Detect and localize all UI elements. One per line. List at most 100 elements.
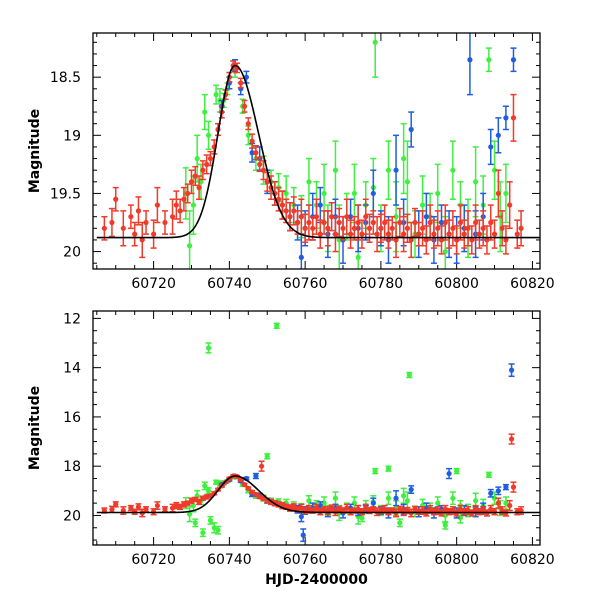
data-point	[264, 171, 271, 192]
data-point	[127, 204, 134, 230]
data-point	[264, 453, 271, 460]
data-point	[258, 460, 265, 472]
data-point	[487, 204, 494, 241]
data-marker	[329, 505, 335, 511]
data-marker	[249, 150, 255, 156]
data-point	[184, 183, 191, 204]
x-tick-label: 60760	[283, 552, 328, 568]
data-marker	[495, 500, 501, 506]
data-marker	[274, 323, 280, 329]
data-marker	[310, 225, 316, 231]
data-marker	[488, 506, 494, 512]
data-marker	[473, 506, 479, 512]
y-tick-label: 18	[63, 459, 81, 475]
data-marker	[393, 237, 399, 243]
data-point	[491, 140, 498, 200]
data-marker	[177, 504, 183, 510]
data-marker	[491, 167, 498, 173]
x-axis-label: HJD-2400000	[265, 572, 368, 588]
data-series	[182, 33, 509, 269]
data-point	[370, 169, 377, 218]
data-marker	[332, 495, 339, 501]
data-marker	[450, 167, 456, 173]
data-marker	[245, 485, 251, 491]
data-marker	[321, 190, 327, 197]
data-marker	[245, 121, 251, 127]
data-point	[465, 210, 472, 247]
data-marker	[435, 190, 441, 197]
data-marker	[253, 150, 259, 156]
data-marker	[283, 190, 289, 197]
data-point	[491, 219, 498, 249]
data-marker	[401, 493, 407, 499]
data-marker	[438, 219, 445, 226]
data-point	[438, 225, 445, 255]
data-marker	[389, 225, 395, 231]
data-point	[321, 210, 328, 235]
data-point	[502, 483, 509, 491]
data-point	[245, 117, 252, 131]
data-point	[408, 111, 415, 148]
data-marker	[499, 225, 505, 231]
data-marker	[351, 225, 357, 231]
data-point	[506, 181, 513, 230]
data-point	[374, 215, 381, 253]
data-marker	[488, 490, 494, 496]
data-point	[205, 487, 212, 495]
data-point	[260, 160, 267, 181]
data-marker	[393, 495, 399, 501]
data-marker	[503, 237, 509, 243]
data-marker	[484, 237, 490, 243]
data-point	[495, 117, 502, 154]
data-point	[201, 93, 208, 131]
x-tick-label: 60760	[283, 276, 328, 292]
data-point	[362, 198, 369, 235]
data-marker	[385, 167, 392, 173]
data-marker	[298, 254, 304, 260]
data-point	[449, 140, 456, 200]
data-point	[385, 140, 392, 200]
data-marker	[162, 506, 168, 512]
data-marker	[241, 482, 248, 488]
model-curve	[96, 64, 540, 239]
data-point	[332, 215, 339, 253]
data-marker	[298, 505, 304, 511]
data-marker	[207, 155, 214, 162]
data-marker	[260, 167, 267, 173]
data-marker	[435, 500, 441, 506]
data-point	[298, 198, 305, 235]
data-marker	[238, 80, 244, 86]
data-marker	[438, 237, 445, 243]
data-marker	[185, 500, 191, 506]
data-marker	[385, 231, 392, 237]
y-tick-label: 20	[63, 508, 81, 524]
data-point	[290, 196, 297, 226]
data-point	[101, 215, 108, 241]
data-point	[173, 190, 180, 220]
data-marker	[332, 167, 339, 173]
data-point	[385, 219, 392, 249]
data-marker	[510, 57, 517, 63]
data-marker	[249, 138, 255, 144]
data-marker	[503, 500, 509, 506]
data-marker	[454, 237, 460, 243]
data-marker	[253, 473, 259, 479]
data-marker	[491, 231, 498, 237]
data-point	[192, 518, 199, 528]
data-marker	[393, 214, 399, 220]
data-point	[150, 219, 157, 249]
data-marker	[476, 231, 482, 237]
data-marker	[446, 470, 452, 477]
data-marker	[508, 367, 515, 373]
data-marker	[298, 214, 304, 220]
data-point	[336, 207, 343, 238]
data-marker	[404, 498, 411, 504]
data-point	[485, 471, 492, 479]
data-point	[381, 204, 388, 241]
data-point	[449, 210, 456, 247]
data-point	[502, 225, 509, 255]
data-marker	[128, 214, 134, 220]
y-tick-label: 20	[63, 245, 81, 261]
data-point	[476, 219, 483, 249]
